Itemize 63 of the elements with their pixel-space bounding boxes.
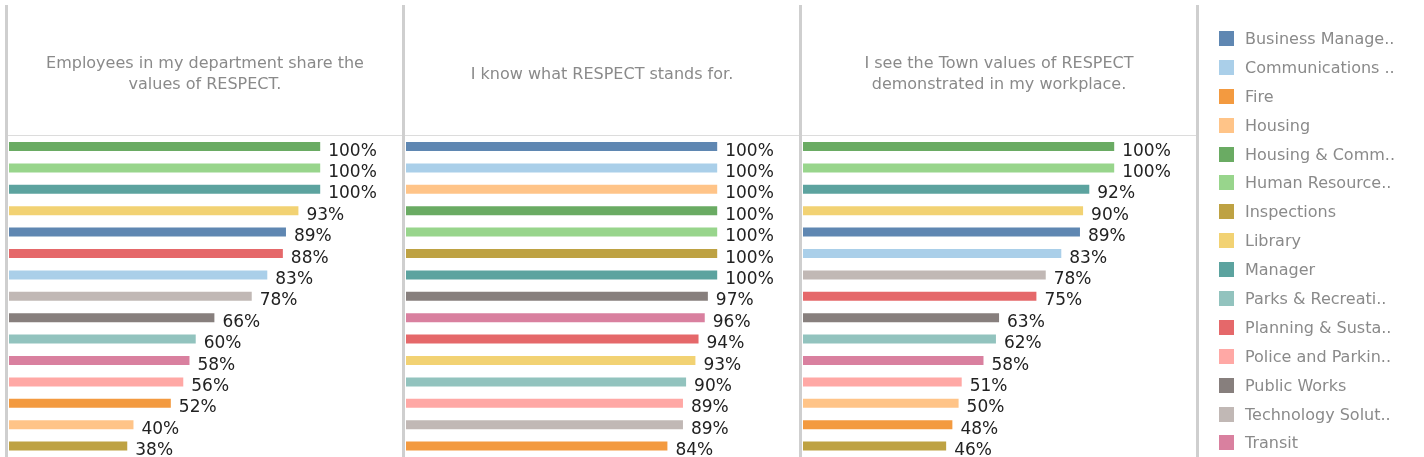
data-label: 89% (690, 396, 729, 417)
data-label: 89% (293, 225, 332, 246)
data-label: 93% (306, 203, 345, 224)
legend-label: Technology Solut.. (1245, 404, 1391, 424)
data-label: 50% (966, 396, 1005, 417)
data-label: 46% (954, 439, 992, 457)
chart-title: I know what RESPECT stands for. (470, 62, 734, 84)
data-label: 89% (1087, 225, 1126, 246)
legend-label: Housing & Comm.. (1245, 144, 1395, 164)
data-label: 100% (725, 225, 774, 246)
data-label: 100% (725, 203, 774, 224)
legend-label: Police and Parkin.. (1245, 346, 1392, 366)
data-label: 88% (290, 246, 329, 267)
data-label: 52% (178, 396, 217, 417)
data-label: 92% (1097, 182, 1136, 203)
legend-label: Public Works (1245, 375, 1347, 395)
data-label: 84% (675, 439, 714, 457)
data-label: 100% (725, 246, 774, 267)
legend-label: Business Manage.. (1245, 28, 1395, 48)
data-label: 97% (715, 289, 754, 310)
data-label: 58% (991, 353, 1030, 374)
chart-title: I see the Town values of RESPECT demonstrated in my workplace. (863, 52, 1135, 94)
data-label: 100% (725, 182, 774, 203)
data-label: 100% (1122, 160, 1171, 181)
data-label: 63% (1007, 310, 1045, 331)
data-label: 38% (135, 439, 174, 457)
data-label: 94% (706, 332, 745, 353)
legend-label: Planning & Susta.. (1245, 317, 1392, 337)
data-label: 66% (222, 310, 261, 331)
legend-label: Parks & Recreati.. (1245, 288, 1387, 308)
data-label: 75% (1044, 289, 1083, 310)
data-label: 93% (703, 353, 742, 374)
data-label: 78% (1053, 267, 1092, 288)
data-label: 100% (328, 139, 377, 160)
legend-label: Communications .. (1245, 57, 1395, 77)
legend-label: Human Resource.. (1245, 173, 1392, 193)
data-label: 100% (328, 182, 377, 203)
data-label: 60% (203, 332, 242, 353)
data-label: 100% (725, 160, 774, 181)
data-label: 100% (725, 267, 774, 288)
legend-label: Fire (1245, 86, 1274, 106)
data-label: 58% (197, 353, 236, 374)
chart-title: Employees in my department share the values of RESPECT. (45, 52, 365, 94)
data-label: 83% (275, 267, 314, 288)
legend-label: Housing (1245, 115, 1311, 135)
data-label: 62% (1003, 332, 1042, 353)
data-label: 100% (725, 139, 774, 160)
legend-label: Manager (1245, 260, 1316, 280)
data-label: 51% (969, 374, 1008, 395)
legend-label: Inspections (1245, 202, 1336, 222)
data-label: 100% (328, 160, 377, 181)
data-label: 40% (141, 417, 180, 438)
data-label: 56% (191, 374, 230, 395)
data-label: 78% (259, 289, 298, 310)
legend-label: Library (1245, 231, 1301, 251)
data-label: 48% (960, 417, 999, 438)
data-label: 89% (690, 417, 729, 438)
data-label: 90% (1091, 203, 1129, 224)
data-label: 100% (1122, 139, 1171, 160)
data-label: 90% (694, 374, 732, 395)
legend-label: Transit (1245, 433, 1298, 453)
data-label: 83% (1069, 246, 1108, 267)
data-label: 96% (712, 310, 751, 331)
